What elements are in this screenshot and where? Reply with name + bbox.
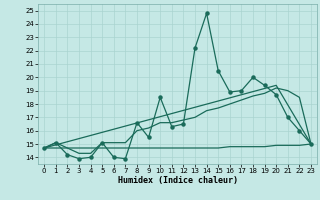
X-axis label: Humidex (Indice chaleur): Humidex (Indice chaleur) bbox=[118, 176, 238, 185]
